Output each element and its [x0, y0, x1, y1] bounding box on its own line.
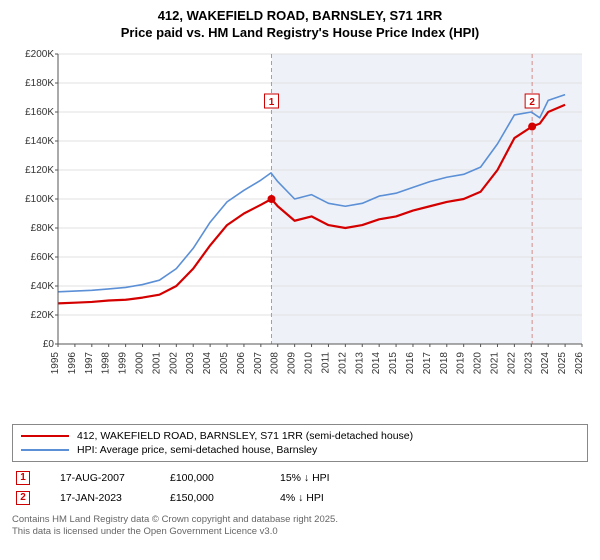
svg-text:2019: 2019 [456, 351, 467, 374]
event-date-1: 17-AUG-2007 [60, 472, 140, 484]
svg-text:2015: 2015 [388, 351, 399, 374]
svg-text:£20K: £20K [31, 310, 55, 321]
svg-text:2012: 2012 [337, 351, 348, 374]
footer-line-1: Contains HM Land Registry data © Crown c… [12, 514, 588, 526]
legend-label-1: 412, WAKEFIELD ROAD, BARNSLEY, S71 1RR (… [77, 430, 413, 442]
event-date-2: 17-JAN-2023 [60, 492, 140, 504]
svg-text:2002: 2002 [168, 351, 179, 374]
svg-text:1995: 1995 [50, 351, 61, 374]
svg-text:2008: 2008 [270, 351, 281, 374]
svg-text:£80K: £80K [31, 223, 55, 234]
svg-text:2011: 2011 [320, 351, 331, 373]
svg-text:2006: 2006 [236, 351, 247, 374]
svg-text:2016: 2016 [405, 351, 416, 374]
svg-text:2018: 2018 [439, 351, 450, 374]
event-delta-1: 15% ↓ HPI [280, 472, 360, 484]
legend-row-2: HPI: Average price, semi-detached house,… [21, 443, 579, 457]
svg-text:£0: £0 [43, 339, 55, 350]
svg-text:£160K: £160K [25, 107, 54, 118]
svg-text:2025: 2025 [557, 351, 568, 374]
svg-text:2000: 2000 [135, 351, 146, 374]
svg-text:£140K: £140K [25, 136, 54, 147]
svg-text:2010: 2010 [304, 351, 315, 374]
legend-swatch-1 [21, 435, 69, 437]
event-delta-2: 4% ↓ HPI [280, 492, 360, 504]
svg-text:2013: 2013 [354, 351, 365, 374]
svg-text:1997: 1997 [84, 351, 95, 374]
svg-text:£200K: £200K [25, 49, 54, 60]
svg-text:2001: 2001 [151, 351, 162, 374]
svg-text:2023: 2023 [523, 351, 534, 374]
event-row-2: 2 17-JAN-2023 £150,000 4% ↓ HPI [12, 488, 588, 508]
event-price-2: £150,000 [170, 492, 250, 504]
legend-swatch-2 [21, 449, 69, 451]
legend-row-1: 412, WAKEFIELD ROAD, BARNSLEY, S71 1RR (… [21, 429, 579, 443]
title-line-1: 412, WAKEFIELD ROAD, BARNSLEY, S71 1RR [12, 8, 588, 25]
svg-text:2004: 2004 [202, 351, 213, 374]
svg-text:1999: 1999 [118, 351, 129, 374]
svg-text:£60K: £60K [31, 252, 55, 263]
svg-text:2017: 2017 [422, 351, 433, 374]
svg-text:2007: 2007 [253, 351, 264, 374]
svg-text:£40K: £40K [31, 281, 55, 292]
svg-text:2024: 2024 [540, 351, 551, 374]
svg-text:2020: 2020 [473, 351, 484, 374]
svg-text:£180K: £180K [25, 78, 54, 89]
chart-title: 412, WAKEFIELD ROAD, BARNSLEY, S71 1RR P… [12, 8, 588, 42]
event-price-1: £100,000 [170, 472, 250, 484]
legend-label-2: HPI: Average price, semi-detached house,… [77, 444, 317, 456]
svg-text:1996: 1996 [67, 351, 78, 374]
svg-text:£120K: £120K [25, 165, 54, 176]
legend-box: 412, WAKEFIELD ROAD, BARNSLEY, S71 1RR (… [12, 424, 588, 462]
event-row-1: 1 17-AUG-2007 £100,000 15% ↓ HPI [12, 468, 588, 488]
footer-line-2: This data is licensed under the Open Gov… [12, 526, 588, 538]
chart-svg: £0 £20K £40K £60K £80K £100K £120K £140K £160K £1… [12, 48, 588, 418]
event-marker-2: 2 [16, 491, 30, 505]
svg-text:2003: 2003 [185, 351, 196, 374]
chart-container: 412, WAKEFIELD ROAD, BARNSLEY, S71 1RR P… [0, 0, 600, 546]
footer-attribution: Contains HM Land Registry data © Crown c… [12, 514, 588, 539]
svg-text:1: 1 [269, 97, 275, 108]
svg-text:2026: 2026 [574, 351, 585, 374]
svg-text:2005: 2005 [219, 351, 230, 374]
svg-text:2021: 2021 [489, 351, 500, 374]
svg-text:1998: 1998 [101, 351, 112, 374]
svg-text:2009: 2009 [287, 351, 298, 374]
events-table: 1 17-AUG-2007 £100,000 15% ↓ HPI 2 17-JA… [12, 468, 588, 508]
svg-text:2022: 2022 [506, 351, 517, 374]
svg-text:2: 2 [529, 97, 535, 108]
svg-text:£100K: £100K [25, 194, 54, 205]
event-marker-1: 1 [16, 471, 30, 485]
svg-text:2014: 2014 [371, 351, 382, 374]
title-line-2: Price paid vs. HM Land Registry's House … [12, 25, 588, 42]
chart-plot: £0 £20K £40K £60K £80K £100K £120K £140K £160K £1… [12, 48, 588, 418]
